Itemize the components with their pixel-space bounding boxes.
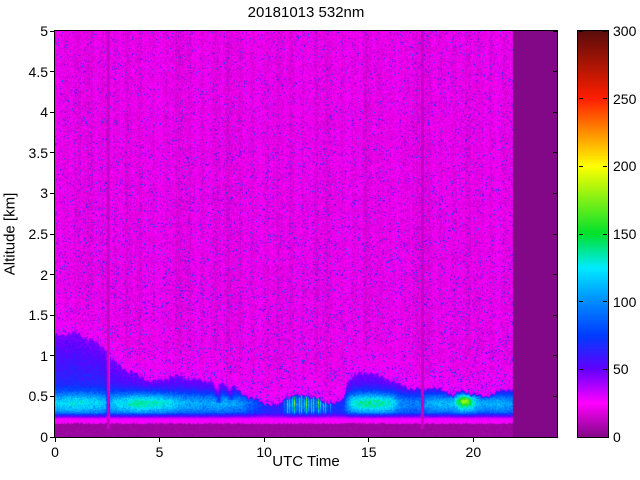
x-tick-mark xyxy=(472,437,474,442)
colorbar-tick-label: 100 xyxy=(613,293,637,310)
colorbar-tick-label: 150 xyxy=(613,226,637,242)
x-tick-mark xyxy=(263,437,265,442)
colorbar-tick-label: 0 xyxy=(613,429,621,445)
chart-title: 20181013 532nm xyxy=(247,4,365,21)
plot-area xyxy=(55,31,557,437)
y-tick-label: 4 xyxy=(40,104,48,121)
y-tick-label: 3.5 xyxy=(28,144,48,161)
colorbar-tick-label: 200 xyxy=(613,158,637,175)
y-tick-label: 0 xyxy=(40,429,48,445)
y-axis-label: Altitude [km] xyxy=(1,192,19,276)
y-tick-label: 4.5 xyxy=(28,63,48,80)
y-tick-label: 1 xyxy=(40,347,48,364)
y-tick-label: 5 xyxy=(40,23,48,39)
colorbar-canvas xyxy=(578,31,608,437)
x-tick-mark xyxy=(368,437,370,442)
colorbar-tick-label: 50 xyxy=(613,361,629,378)
y-tick-label: 1.5 xyxy=(28,307,48,324)
x-tick-mark xyxy=(54,437,56,442)
x-tick-mark xyxy=(159,437,161,442)
colorbar-tick-label: 300 xyxy=(613,23,637,39)
y-tick-label: 0.5 xyxy=(28,388,48,405)
colorbar-tick-label: 250 xyxy=(613,90,637,107)
heatmap-canvas xyxy=(55,31,557,437)
x-axis-label: UTC Time xyxy=(272,453,340,470)
